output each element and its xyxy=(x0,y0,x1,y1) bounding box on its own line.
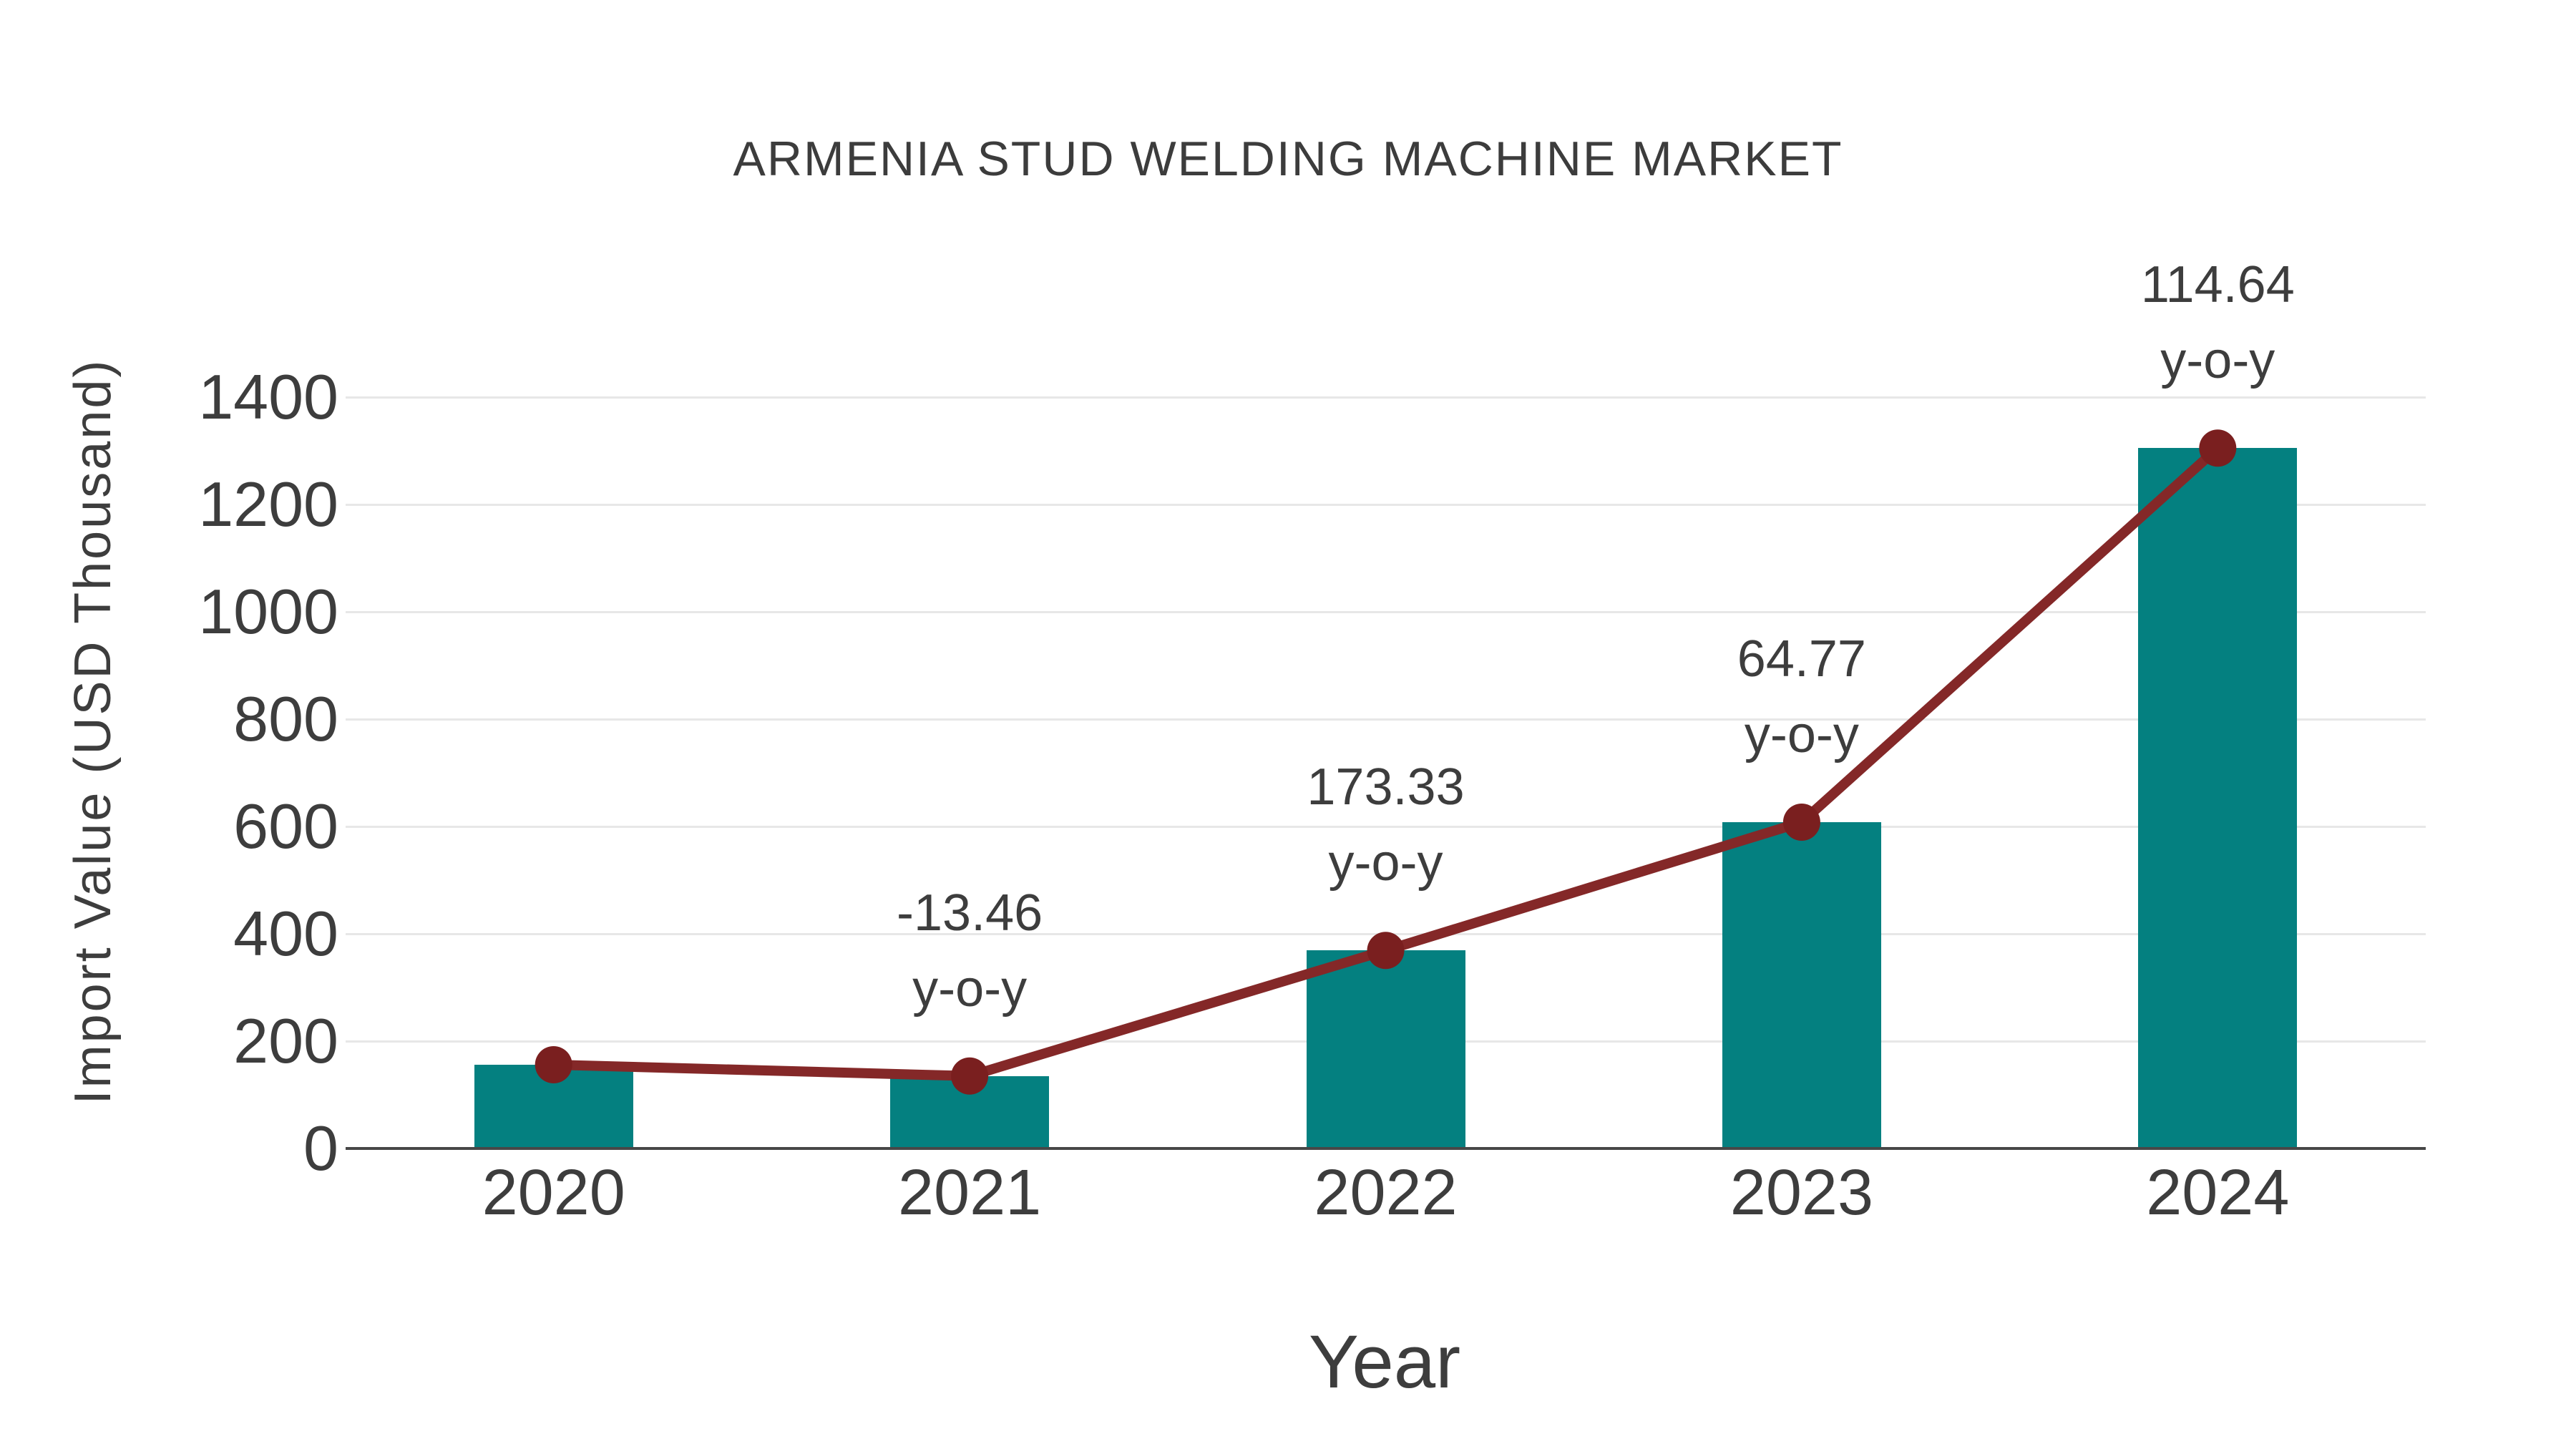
x-axis-line xyxy=(346,1147,2426,1150)
y-tick-label-800: 800 xyxy=(233,683,338,754)
yoy-suffix-label-2021: y-o-y xyxy=(912,960,1028,1018)
chart-title: ARMENIA STUD WELDING MACHINE MARKET xyxy=(733,132,1843,186)
yoy-value-label-2022: 173.33 xyxy=(1307,758,1465,816)
bar-2023 xyxy=(1722,822,1881,1148)
y-tick-label-0: 0 xyxy=(303,1113,338,1184)
bar-2024 xyxy=(2138,448,2298,1148)
y-tick-label-1400: 1400 xyxy=(198,361,338,432)
yoy-value-label-2021: -13.46 xyxy=(897,884,1043,942)
yoy-value-label-2024: 114.64 xyxy=(2140,256,2295,314)
x-tick-label-2020: 2020 xyxy=(482,1157,625,1229)
x-axis-title: Year xyxy=(1308,1320,1461,1404)
trend-marker-2023 xyxy=(1782,804,1820,841)
gridline-1000 xyxy=(346,610,2426,613)
yoy-suffix-label-2024: y-o-y xyxy=(2160,332,2275,390)
trend-marker-2020 xyxy=(535,1046,572,1083)
x-tick-label-2021: 2021 xyxy=(897,1157,1042,1229)
trend-marker-2021 xyxy=(951,1057,989,1095)
y-tick-label-600: 600 xyxy=(233,791,338,862)
gridline-1200 xyxy=(346,503,2426,506)
y-tick-label-1200: 1200 xyxy=(198,469,338,540)
x-tick-label-2024: 2024 xyxy=(2146,1157,2290,1229)
gridline-1400 xyxy=(346,396,2426,399)
y-tick-label-1000: 1000 xyxy=(198,576,338,647)
y-tick-label-400: 400 xyxy=(233,898,338,969)
trend-marker-2024 xyxy=(2199,429,2237,467)
yoy-suffix-label-2022: y-o-y xyxy=(1328,834,1443,892)
bar-2022 xyxy=(1306,950,1465,1148)
y-tick-label-200: 200 xyxy=(233,1005,338,1076)
x-tick-label-2022: 2022 xyxy=(1314,1157,1458,1229)
x-tick-label-2023: 2023 xyxy=(1729,1157,1873,1229)
yoy-suffix-label-2023: y-o-y xyxy=(1744,706,1859,763)
gridline-600 xyxy=(346,825,2426,828)
trend-marker-2022 xyxy=(1367,932,1405,970)
gridline-800 xyxy=(346,718,2426,721)
yoy-value-label-2023: 64.77 xyxy=(1737,630,1866,688)
